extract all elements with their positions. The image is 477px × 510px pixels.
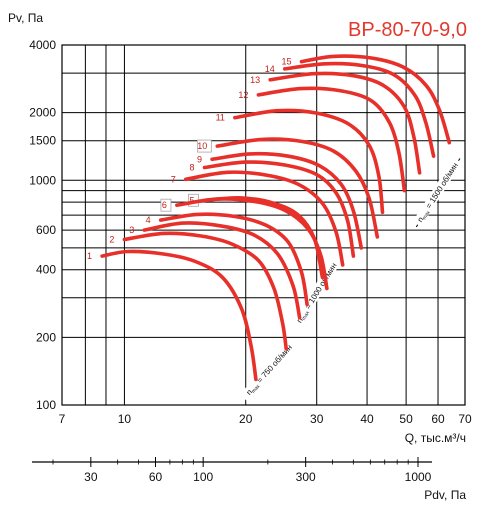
chart-title: ВР-80-70-9,0 <box>348 19 467 41</box>
speed-label-subscript: max <box>251 383 262 394</box>
speed-label-subscript: max <box>301 310 311 322</box>
curve-12 <box>256 86 407 193</box>
speed-label-value: = 1500 об/мин <box>423 161 460 212</box>
x-tick-label: 50 <box>399 412 413 426</box>
curve-label-box <box>196 139 212 153</box>
y-tick-label: 1500 <box>29 134 56 148</box>
curve-label: 4 <box>146 215 151 225</box>
y-tick-label: 100 <box>36 398 56 412</box>
curve-label: 6 <box>162 200 167 210</box>
curve-label: 1 <box>87 251 92 261</box>
x2-tick-label: 300 <box>296 470 316 484</box>
speed-label-n: n <box>415 215 425 224</box>
x2-axis-title: Pdv, Па <box>424 488 466 502</box>
curve-label: 3 <box>129 225 134 235</box>
curve-6 <box>175 197 329 291</box>
speed-label-background <box>239 337 298 402</box>
curve-label: 5 <box>189 195 194 205</box>
curve-label: 9 <box>197 154 202 164</box>
plot-frame <box>61 44 466 406</box>
curve-15 <box>299 54 452 145</box>
x2-tick-label: 30 <box>84 470 98 484</box>
y-tick-label: 200 <box>36 330 56 344</box>
x-tick-label: 30 <box>310 412 324 426</box>
curve-1 <box>100 249 258 382</box>
x-tick-label: 40 <box>360 412 374 426</box>
curve-3 <box>142 221 302 320</box>
curve-label: 15 <box>281 57 291 67</box>
curve-14 <box>283 61 436 158</box>
curve-label: 14 <box>265 64 275 74</box>
speed-label-background <box>412 157 462 227</box>
curve-7 <box>184 170 345 267</box>
curve-label: 10 <box>197 141 207 151</box>
x-tick-label: 10 <box>118 412 132 426</box>
y-tick-label: 4000 <box>29 38 56 52</box>
x2-tick-label: 100 <box>193 470 213 484</box>
curve-10 <box>215 137 380 239</box>
x2-tick-label: 60 <box>149 470 163 484</box>
x2-tick-label: 1000 <box>405 470 432 484</box>
speed-label-background <box>292 257 341 328</box>
y-tick-label: 1000 <box>29 173 56 187</box>
curve-2 <box>122 231 288 351</box>
x-axis-title: Q, тыс.м³/ч <box>405 431 466 445</box>
curve-label: 7 <box>171 174 176 184</box>
curve-label: 2 <box>109 235 114 245</box>
curve-11 <box>233 108 385 215</box>
speed-label-group: nmax = 750 об/мин <box>239 337 298 402</box>
x-tick-label: 20 <box>239 412 253 426</box>
speed-label-n: n <box>244 387 254 396</box>
curve-label-box <box>160 198 172 212</box>
curve-13 <box>268 71 422 175</box>
curve-9 <box>210 151 364 250</box>
x-tick-label: 60 <box>431 412 445 426</box>
curve-label: 12 <box>238 90 248 100</box>
curve-label: 8 <box>189 163 194 173</box>
y-axis-title: Pv, Па <box>8 11 43 25</box>
speed-label-n: n <box>295 316 305 325</box>
y-tick-label: 600 <box>36 223 56 237</box>
x-tick-label: 7 <box>59 412 66 426</box>
curve-8 <box>202 160 356 258</box>
curve-label: 13 <box>250 75 260 85</box>
speed-label-subscript: max <box>422 209 432 221</box>
y-tick-label: 2000 <box>29 106 56 120</box>
curve-label: 11 <box>216 113 225 123</box>
speed-label-value: = 750 об/мин <box>254 343 294 386</box>
y-tick-label: 400 <box>36 263 56 277</box>
curve-4 <box>158 212 309 307</box>
x-tick-label: 70 <box>458 412 472 426</box>
